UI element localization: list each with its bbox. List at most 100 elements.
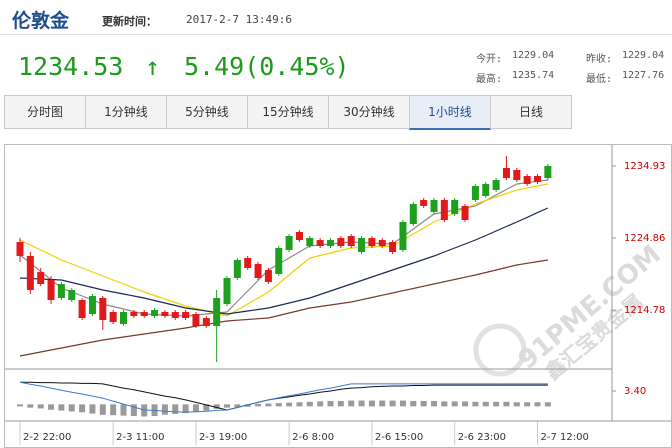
macd-bar	[265, 403, 272, 407]
update-label: 更新时间：	[102, 15, 157, 28]
candle-body	[140, 312, 148, 317]
candle-body	[275, 248, 283, 274]
candle-body	[316, 240, 324, 247]
macd-bar	[234, 404, 241, 408]
macd-bar	[441, 401, 448, 407]
stat-value: 1235.74	[512, 70, 555, 81]
tab[interactable]: 日线	[490, 95, 572, 129]
change: 5.49(0.45%)	[184, 52, 350, 81]
candle-body	[523, 176, 531, 184]
macd-bar	[420, 400, 427, 407]
macd-bar	[296, 402, 303, 407]
macd-bar	[79, 404, 86, 413]
candle-body	[306, 238, 314, 247]
candle-body	[151, 310, 159, 317]
candle-body	[358, 238, 366, 253]
macd-bar	[203, 404, 210, 411]
candle-body	[26, 255, 34, 290]
candle-body	[420, 199, 428, 206]
macd-bar	[493, 401, 500, 407]
stat-label: 今开:	[476, 54, 503, 65]
tab[interactable]: 30分钟线	[328, 95, 410, 129]
candle-body	[109, 312, 117, 323]
candle-body	[451, 199, 459, 214]
candle-body	[47, 279, 55, 301]
macd-bar	[192, 404, 199, 412]
macd-bar	[172, 404, 179, 414]
macd-bar	[544, 402, 551, 407]
macd-bar	[534, 402, 541, 407]
macd-bar	[513, 402, 520, 407]
macd-bar	[255, 403, 262, 407]
tab-bar: 分时图 1分钟线 5分钟线 15分钟线 30分钟线 1小时线 日线	[4, 95, 572, 130]
x-tick-label: 2-2 22:00	[23, 432, 71, 443]
tab[interactable]: 5分钟线	[166, 95, 248, 129]
tab[interactable]: 15分钟线	[247, 95, 329, 129]
update-time: 2017-2-7 13:49:6	[186, 13, 292, 26]
candle-body	[244, 257, 252, 268]
x-tick-label: 2-3 19:00	[199, 432, 247, 443]
candle-body	[430, 199, 438, 212]
candle-body	[461, 205, 469, 220]
candle-body	[534, 176, 541, 183]
price: 1234.53	[18, 52, 124, 81]
y-tick-label: 3.40	[624, 386, 646, 397]
candle-body	[233, 259, 241, 278]
arrow: ↑	[145, 52, 161, 81]
macd-bar	[337, 400, 344, 407]
candle-body	[161, 312, 169, 317]
stat-value: 1229.04	[512, 50, 555, 61]
candle-body	[264, 269, 272, 282]
x-tick-label: 2-6 23:00	[458, 432, 506, 443]
candle-body	[120, 312, 127, 325]
macd-bar	[244, 404, 251, 407]
candle-body	[254, 263, 262, 278]
candle-body	[57, 283, 65, 299]
macd-bar	[58, 404, 65, 411]
y-tick-label: 1224.86	[624, 233, 665, 244]
candle-body	[202, 318, 210, 327]
stat-label: 最低:	[586, 74, 613, 85]
macd-bar	[27, 404, 34, 408]
candle-body	[544, 166, 552, 179]
candle-body	[513, 170, 521, 181]
ma-line	[19, 207, 549, 315]
macd-bar	[110, 404, 117, 416]
macd-bar	[317, 401, 324, 407]
tab[interactable]: 1小时线	[409, 95, 491, 130]
candle-body	[285, 236, 293, 251]
macd-bar	[182, 404, 189, 414]
tab[interactable]: 分时图	[4, 95, 86, 129]
macd-bar	[358, 400, 365, 407]
y-tick-label: 1234.93	[624, 161, 665, 172]
candle-body	[78, 300, 86, 319]
candle-body	[492, 180, 500, 190]
macd-bar	[472, 401, 479, 407]
macd-bar	[410, 400, 417, 407]
macd-bar	[213, 404, 220, 409]
macd-bar	[275, 403, 282, 407]
candle-body	[347, 236, 355, 247]
candle-body	[295, 232, 303, 241]
macd-bar	[48, 404, 55, 410]
macd-bar	[89, 404, 96, 414]
x-tick-label: 2-6 15:00	[375, 432, 423, 443]
candle-body	[37, 271, 45, 284]
macd-bar	[120, 404, 127, 416]
candle-body	[223, 277, 231, 305]
macd-bar	[524, 402, 531, 407]
macd-bar	[399, 400, 406, 407]
title: 伦敦金	[12, 10, 70, 32]
divider	[0, 34, 672, 35]
tab[interactable]: 1分钟线	[85, 95, 167, 129]
candle-body	[482, 183, 490, 196]
macd-bar	[224, 404, 230, 408]
candle-body	[213, 298, 221, 327]
macd-bar	[368, 400, 375, 407]
macd-line	[20, 381, 548, 411]
macd-bar	[306, 401, 313, 407]
macd-bar	[348, 400, 355, 407]
ma-line	[19, 259, 548, 357]
candle-body	[440, 199, 448, 220]
